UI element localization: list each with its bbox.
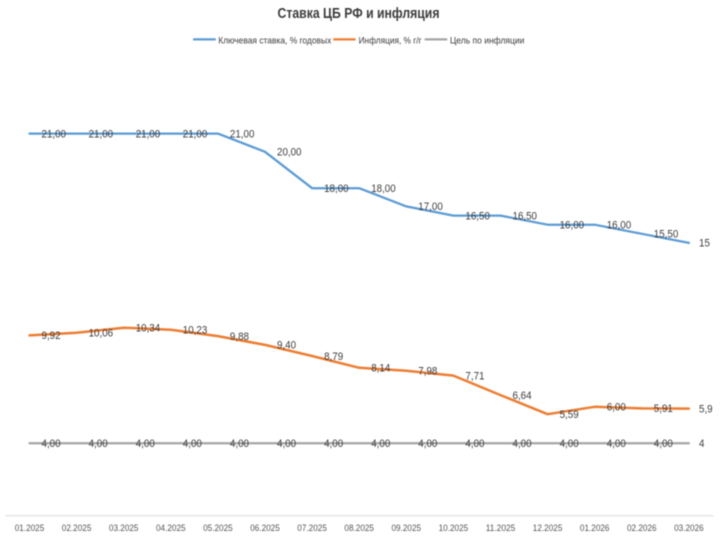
- svg-text:4,00: 4,00: [607, 438, 626, 450]
- svg-text:4,00: 4,00: [183, 438, 202, 450]
- svg-text:21,00: 21,00: [183, 128, 208, 140]
- svg-text:21,00: 21,00: [230, 128, 255, 140]
- svg-text:4,00: 4,00: [136, 438, 155, 450]
- svg-text:4,00: 4,00: [277, 438, 296, 450]
- svg-text:Инфляция, % г/г: Инфляция, % г/г: [359, 36, 422, 47]
- svg-text:4,00: 4,00: [560, 438, 579, 450]
- svg-text:6,64: 6,64: [513, 390, 532, 402]
- svg-text:5,59: 5,59: [560, 409, 579, 421]
- svg-text:06.2025: 06.2025: [250, 523, 280, 533]
- svg-text:10,06: 10,06: [89, 328, 114, 340]
- svg-text:16,50: 16,50: [513, 210, 538, 222]
- svg-text:02.2026: 02.2026: [627, 523, 657, 533]
- svg-text:Ключевая ставка, % годовых: Ключевая ставка, % годовых: [218, 36, 331, 47]
- svg-text:Ставка ЦБ РФ и инфляция: Ставка ЦБ РФ и инфляция: [278, 6, 440, 22]
- svg-text:01.2026: 01.2026: [580, 523, 610, 533]
- svg-text:4,00: 4,00: [230, 438, 249, 450]
- svg-text:4,00: 4,00: [371, 438, 390, 450]
- svg-text:8,79: 8,79: [324, 351, 343, 363]
- svg-text:4,00: 4,00: [465, 438, 484, 450]
- svg-text:18,00: 18,00: [371, 183, 396, 195]
- svg-text:16,50: 16,50: [465, 210, 490, 222]
- svg-text:4,00: 4,00: [42, 438, 61, 450]
- svg-text:21,00: 21,00: [136, 128, 161, 140]
- svg-text:5,9: 5,9: [699, 403, 713, 415]
- svg-text:17,00: 17,00: [418, 201, 443, 213]
- svg-text:03.2025: 03.2025: [109, 523, 139, 533]
- svg-text:02.2025: 02.2025: [62, 523, 92, 533]
- svg-text:8,14: 8,14: [371, 363, 390, 375]
- svg-text:Цель по инфляции: Цель по инфляции: [450, 36, 524, 47]
- svg-text:16,00: 16,00: [560, 220, 585, 232]
- svg-text:15,50: 15,50: [654, 229, 679, 241]
- svg-text:09.2025: 09.2025: [392, 523, 422, 533]
- svg-text:5,91: 5,91: [654, 403, 673, 415]
- svg-text:4,00: 4,00: [89, 438, 108, 450]
- svg-text:20,00: 20,00: [277, 147, 302, 159]
- svg-text:08.2025: 08.2025: [344, 523, 374, 533]
- svg-text:04.2025: 04.2025: [156, 523, 186, 533]
- svg-text:07.2025: 07.2025: [297, 523, 327, 533]
- svg-text:9,88: 9,88: [230, 331, 249, 343]
- svg-text:7,98: 7,98: [418, 366, 437, 378]
- svg-text:4,00: 4,00: [513, 438, 532, 450]
- svg-text:18,00: 18,00: [324, 183, 349, 195]
- svg-text:15: 15: [699, 238, 710, 250]
- svg-text:11.2025: 11.2025: [486, 523, 516, 533]
- svg-text:4,00: 4,00: [654, 438, 673, 450]
- svg-text:4,00: 4,00: [418, 438, 437, 450]
- svg-text:10.2025: 10.2025: [439, 523, 469, 533]
- svg-text:21,00: 21,00: [42, 128, 67, 140]
- svg-text:6,00: 6,00: [607, 402, 626, 414]
- svg-text:12.2025: 12.2025: [533, 523, 563, 533]
- svg-text:01.2025: 01.2025: [15, 523, 45, 533]
- svg-text:4,00: 4,00: [324, 438, 343, 450]
- svg-text:7,71: 7,71: [465, 370, 484, 382]
- svg-text:03.2026: 03.2026: [674, 523, 704, 533]
- svg-text:10,34: 10,34: [136, 323, 161, 335]
- svg-text:9,92: 9,92: [42, 330, 61, 342]
- svg-text:9,40: 9,40: [277, 340, 296, 352]
- svg-text:05.2025: 05.2025: [203, 523, 233, 533]
- svg-text:16,00: 16,00: [607, 220, 632, 232]
- svg-text:10,23: 10,23: [183, 325, 208, 337]
- svg-text:4: 4: [699, 438, 704, 450]
- svg-text:21,00: 21,00: [89, 128, 114, 140]
